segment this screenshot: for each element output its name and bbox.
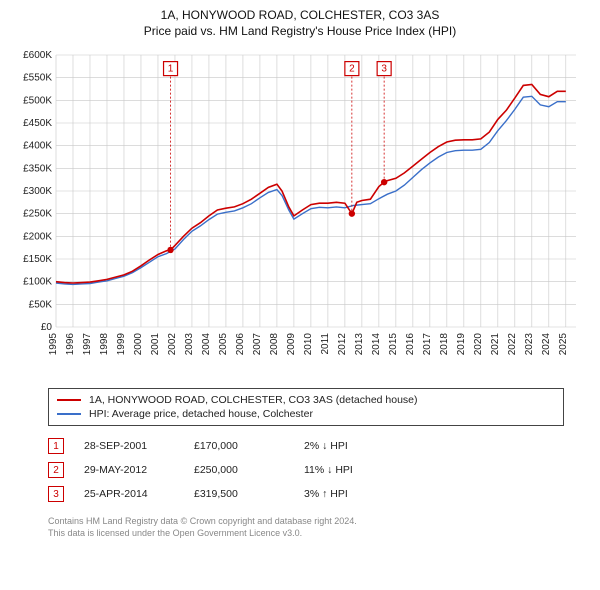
event-diff: 11% ↓ HPI — [304, 464, 394, 476]
price-chart: £0 £50K £100K £150K £200K £250K £300K £350K £400… — [8, 45, 592, 380]
svg-text:2019: 2019 — [456, 333, 467, 356]
svg-text:2020: 2020 — [473, 333, 484, 356]
svg-text:2023: 2023 — [524, 333, 535, 356]
svg-text:£450K: £450K — [23, 118, 52, 129]
svg-text:£150K: £150K — [23, 254, 52, 265]
svg-text:2011: 2011 — [320, 333, 331, 355]
svg-text:2000: 2000 — [133, 333, 144, 356]
chart-title-line1: 1A, HONYWOOD ROAD, COLCHESTER, CO3 3AS — [8, 8, 592, 24]
svg-text:£300K: £300K — [23, 186, 52, 197]
svg-text:£500K: £500K — [23, 96, 52, 107]
svg-text:2022: 2022 — [507, 333, 518, 356]
svg-text:2013: 2013 — [354, 333, 365, 356]
event-row: 2 29-MAY-2012 £250,000 11% ↓ HPI — [48, 458, 564, 482]
event-date: 29-MAY-2012 — [84, 464, 174, 476]
svg-text:2010: 2010 — [303, 333, 314, 356]
svg-text:£350K: £350K — [23, 164, 52, 175]
chart-legend: 1A, HONYWOOD ROAD, COLCHESTER, CO3 3AS (… — [48, 388, 564, 426]
svg-text:1998: 1998 — [99, 333, 110, 356]
svg-text:2002: 2002 — [167, 333, 178, 356]
svg-text:3: 3 — [381, 64, 387, 75]
svg-text:1999: 1999 — [116, 333, 127, 356]
svg-text:1996: 1996 — [65, 333, 76, 356]
event-diff: 3% ↑ HPI — [304, 488, 394, 500]
svg-text:2001: 2001 — [150, 333, 161, 356]
svg-text:2009: 2009 — [286, 333, 297, 356]
footer-line1: Contains HM Land Registry data © Crown c… — [48, 516, 564, 528]
event-row: 3 25-APR-2014 £319,500 3% ↑ HPI — [48, 482, 564, 506]
svg-text:2015: 2015 — [388, 333, 399, 356]
legend-swatch — [57, 399, 81, 401]
sale-events-table: 1 28-SEP-2001 £170,000 2% ↓ HPI 2 29-MAY-2012… — [48, 434, 564, 506]
svg-text:£550K: £550K — [23, 73, 52, 84]
svg-text:£400K: £400K — [23, 141, 52, 152]
event-date: 25-APR-2014 — [84, 488, 174, 500]
svg-text:2024: 2024 — [541, 333, 552, 356]
svg-text:2017: 2017 — [422, 333, 433, 356]
svg-text:2: 2 — [349, 64, 355, 75]
event-marker: 1 — [48, 438, 64, 454]
svg-text:2012: 2012 — [337, 333, 348, 356]
svg-text:2025: 2025 — [558, 333, 569, 356]
svg-text:2003: 2003 — [184, 333, 195, 356]
svg-text:2006: 2006 — [235, 333, 246, 356]
svg-text:2016: 2016 — [405, 333, 416, 356]
svg-text:2021: 2021 — [490, 333, 501, 356]
svg-text:1995: 1995 — [48, 333, 59, 356]
svg-text:£0: £0 — [41, 322, 53, 333]
svg-text:2008: 2008 — [269, 333, 280, 356]
event-marker: 3 — [48, 486, 64, 502]
event-marker: 2 — [48, 462, 64, 478]
svg-text:2004: 2004 — [201, 333, 212, 356]
svg-text:2007: 2007 — [252, 333, 263, 356]
legend-label: 1A, HONYWOOD ROAD, COLCHESTER, CO3 3AS (… — [89, 394, 418, 406]
event-price: £319,500 — [194, 488, 284, 500]
legend-label: HPI: Average price, detached house, Colc… — [89, 408, 313, 420]
legend-swatch — [57, 413, 81, 415]
svg-text:2005: 2005 — [218, 333, 229, 356]
svg-text:£50K: £50K — [29, 300, 53, 311]
svg-text:£600K: £600K — [23, 50, 52, 61]
legend-row: 1A, HONYWOOD ROAD, COLCHESTER, CO3 3AS (… — [57, 393, 555, 407]
event-row: 1 28-SEP-2001 £170,000 2% ↓ HPI — [48, 434, 564, 458]
event-diff: 2% ↓ HPI — [304, 440, 394, 452]
svg-text:£200K: £200K — [23, 232, 52, 243]
footer-line2: This data is licensed under the Open Gov… — [48, 528, 564, 540]
legend-row: HPI: Average price, detached house, Colc… — [57, 407, 555, 421]
svg-text:1997: 1997 — [82, 333, 93, 356]
svg-text:2014: 2014 — [371, 333, 382, 356]
svg-text:2018: 2018 — [439, 333, 450, 356]
event-price: £250,000 — [194, 464, 284, 476]
data-license-footer: Contains HM Land Registry data © Crown c… — [48, 516, 564, 539]
svg-text:£100K: £100K — [23, 277, 52, 288]
svg-text:£250K: £250K — [23, 209, 52, 220]
svg-text:1: 1 — [168, 64, 174, 75]
event-price: £170,000 — [194, 440, 284, 452]
chart-title-line2: Price paid vs. HM Land Registry's House … — [8, 24, 592, 40]
event-date: 28-SEP-2001 — [84, 440, 174, 452]
